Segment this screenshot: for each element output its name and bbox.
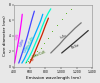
- X-axis label: Emission wavelength (nm): Emission wavelength (nm): [26, 76, 80, 80]
- Text: PbSe: PbSe: [70, 43, 80, 50]
- Y-axis label: Core diameter (nm): Core diameter (nm): [4, 16, 8, 56]
- Text: CdSe/CdS: CdSe/CdS: [32, 50, 47, 59]
- Text: CdSe: CdSe: [19, 38, 26, 48]
- Text: InAs: InAs: [59, 33, 68, 40]
- Text: CyTe/CdTe: CyTe/CdTe: [27, 35, 36, 50]
- Text: CdTe: CdTe: [23, 44, 30, 53]
- Text: CdS: CdS: [15, 32, 20, 40]
- Text: InP: InP: [30, 55, 36, 62]
